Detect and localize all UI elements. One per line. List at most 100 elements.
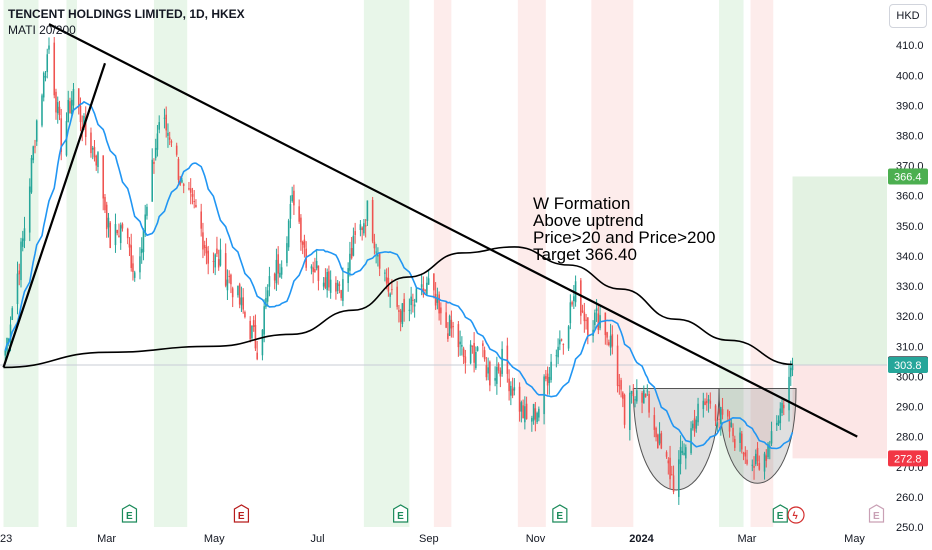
candle-down: [473, 332, 475, 373]
candle-down: [618, 374, 621, 395]
candle-up: [375, 243, 377, 264]
candle-up: [266, 284, 269, 307]
earnings-marker[interactable]: E: [393, 504, 409, 523]
candle-body: [775, 422, 778, 426]
candle-body: [483, 350, 486, 360]
candle-body: [789, 367, 792, 377]
candle-down: [77, 88, 80, 115]
candle-down: [338, 281, 341, 294]
candle-down: [434, 282, 437, 310]
candle-body: [559, 339, 561, 345]
candle-body: [739, 432, 741, 443]
candle-body: [324, 277, 327, 288]
candle-body: [445, 312, 447, 328]
candle-up: [151, 148, 153, 202]
candle-body: [107, 217, 110, 228]
candle-up: [550, 353, 552, 383]
marker-bg: [233, 504, 250, 523]
currency-button[interactable]: HKD: [889, 4, 927, 28]
ma20-line: [4, 100, 794, 450]
candle-up: [41, 93, 43, 128]
earnings-marker[interactable]: E: [121, 504, 138, 523]
candle-body: [494, 378, 496, 381]
candle-up: [487, 357, 489, 381]
candle-down: [450, 310, 453, 338]
candle-body: [756, 447, 759, 462]
candle-body: [90, 132, 92, 154]
earnings-marker[interactable]: E: [868, 504, 885, 523]
candle-body: [779, 408, 782, 424]
candle-body: [448, 315, 451, 336]
candle-up: [163, 108, 166, 129]
earnings-marker[interactable]: E: [233, 504, 250, 523]
candle-up: [791, 357, 794, 377]
candle-body: [266, 290, 269, 302]
candle-down: [249, 316, 251, 343]
candle-body: [163, 117, 166, 119]
candle-body: [595, 308, 598, 311]
candle-body: [46, 54, 49, 73]
candle-body: [237, 285, 239, 296]
candle-body: [399, 310, 402, 323]
indicator-legend[interactable]: MATI 20/200: [8, 23, 76, 37]
candle-body: [623, 394, 626, 425]
candle-body: [216, 248, 218, 254]
candle-up: [702, 392, 705, 418]
candle-down: [606, 331, 608, 346]
candle-body: [275, 259, 278, 284]
candle-body: [648, 394, 650, 413]
candle-down: [34, 139, 36, 154]
candle-body: [165, 114, 167, 131]
chart-annotation[interactable]: W Formation Above uptrend Price>20 and P…: [533, 195, 715, 263]
candle-up: [475, 346, 477, 370]
candle-down: [90, 127, 92, 158]
candle-down: [756, 442, 759, 466]
candle-down: [398, 305, 400, 323]
candle-body: [718, 418, 720, 420]
candle-up: [775, 415, 778, 431]
candle-body: [315, 261, 318, 269]
candle-up: [275, 248, 278, 291]
candle-up: [683, 443, 685, 456]
candle-down: [317, 265, 320, 291]
candle-body: [669, 457, 671, 480]
candle-body: [634, 399, 636, 401]
candle-body: [665, 452, 668, 457]
candle-up: [779, 402, 782, 431]
x-tick-label: Mar: [97, 533, 116, 545]
candle-down: [641, 391, 643, 414]
candle-body: [608, 342, 610, 345]
candle-body: [84, 117, 87, 137]
candle-down: [182, 182, 185, 194]
candle-body: [436, 298, 439, 303]
symbol-title[interactable]: TENCENT HOLDINGS LIMITED, 1D, HKEX: [8, 7, 245, 21]
earnings-marker[interactable]: E: [552, 504, 568, 523]
candle-down: [704, 398, 706, 406]
candle-down: [753, 456, 755, 480]
candle-body: [23, 228, 26, 241]
candle-body: [604, 312, 607, 336]
candle-up: [342, 267, 344, 307]
candle-down: [587, 317, 589, 345]
candle-body: [690, 428, 692, 454]
candle-body: [105, 204, 108, 230]
candle-body: [427, 278, 430, 285]
last-price-label: 303.8: [888, 356, 928, 373]
candle-down: [660, 430, 663, 450]
y-tick-label: 340.0: [896, 251, 924, 263]
candle-up: [286, 236, 288, 267]
candle-down: [116, 229, 119, 236]
candle-body: [714, 405, 717, 421]
highlight-band: [517, 0, 546, 527]
candle-body: [508, 378, 510, 392]
marker-label: ϟ: [793, 511, 799, 522]
candle-down: [545, 369, 547, 382]
earnings-marker[interactable]: E: [772, 504, 788, 523]
marker-label: E: [397, 511, 404, 522]
candle-up: [692, 420, 694, 431]
candle-down: [693, 409, 696, 437]
dividend-marker[interactable]: ϟ: [787, 506, 805, 524]
candle-body: [200, 211, 202, 229]
